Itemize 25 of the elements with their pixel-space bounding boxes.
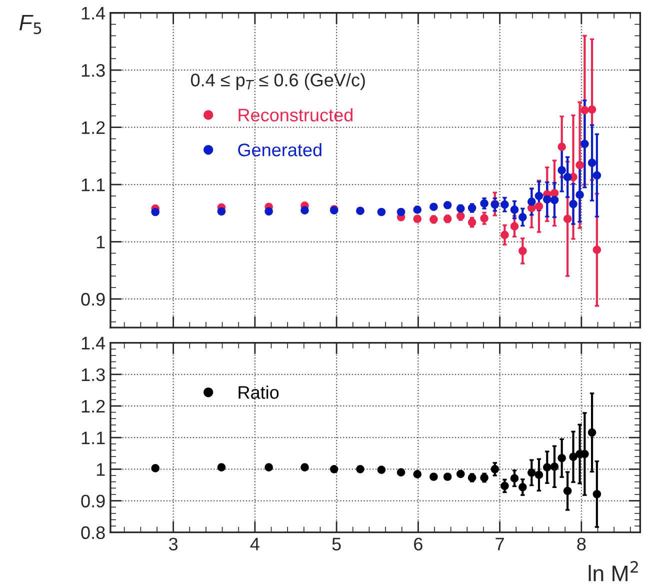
legend-label: Reconstructed [238,108,352,122]
y-axis-title: F$_{5}$ [19,14,42,34]
x-tick-label: 7 [496,538,504,550]
legend-label: Ratio [238,386,279,399]
x-tick-label: 4 [250,538,260,550]
x-axis-title: ln M$^{2}$ [588,561,638,582]
x-tick-label: 8 [577,538,586,550]
y-tick-label: 0.9 [81,292,105,306]
y-tick-label: 1.2 [82,121,105,134]
y-tick-label: 1.2 [82,400,105,413]
legend-title: 0.4 ≤ p$_{T}$ ≤ 0.6 (GeV/c) [190,73,365,90]
y-tick-label: 1 [96,236,105,248]
x-tick-label: 3 [168,538,178,550]
x-tick-label: 5 [332,538,341,550]
y-tick-label: 1.1 [82,178,105,192]
y-tick-label: 1.3 [82,368,105,382]
y-tick-label: 1.1 [82,432,105,444]
y-tick-label: 1.4 [82,336,106,350]
y-tick-label: 0.8 [81,526,105,540]
y-tick-label: 1.3 [82,64,105,77]
legend-label: Generated [238,143,322,156]
y-tick-label: 0.9 [81,494,105,508]
y-tick-label: 1.4 [82,6,106,20]
x-tick-label: 6 [414,538,422,550]
y-tick-label: 1 [96,463,105,476]
